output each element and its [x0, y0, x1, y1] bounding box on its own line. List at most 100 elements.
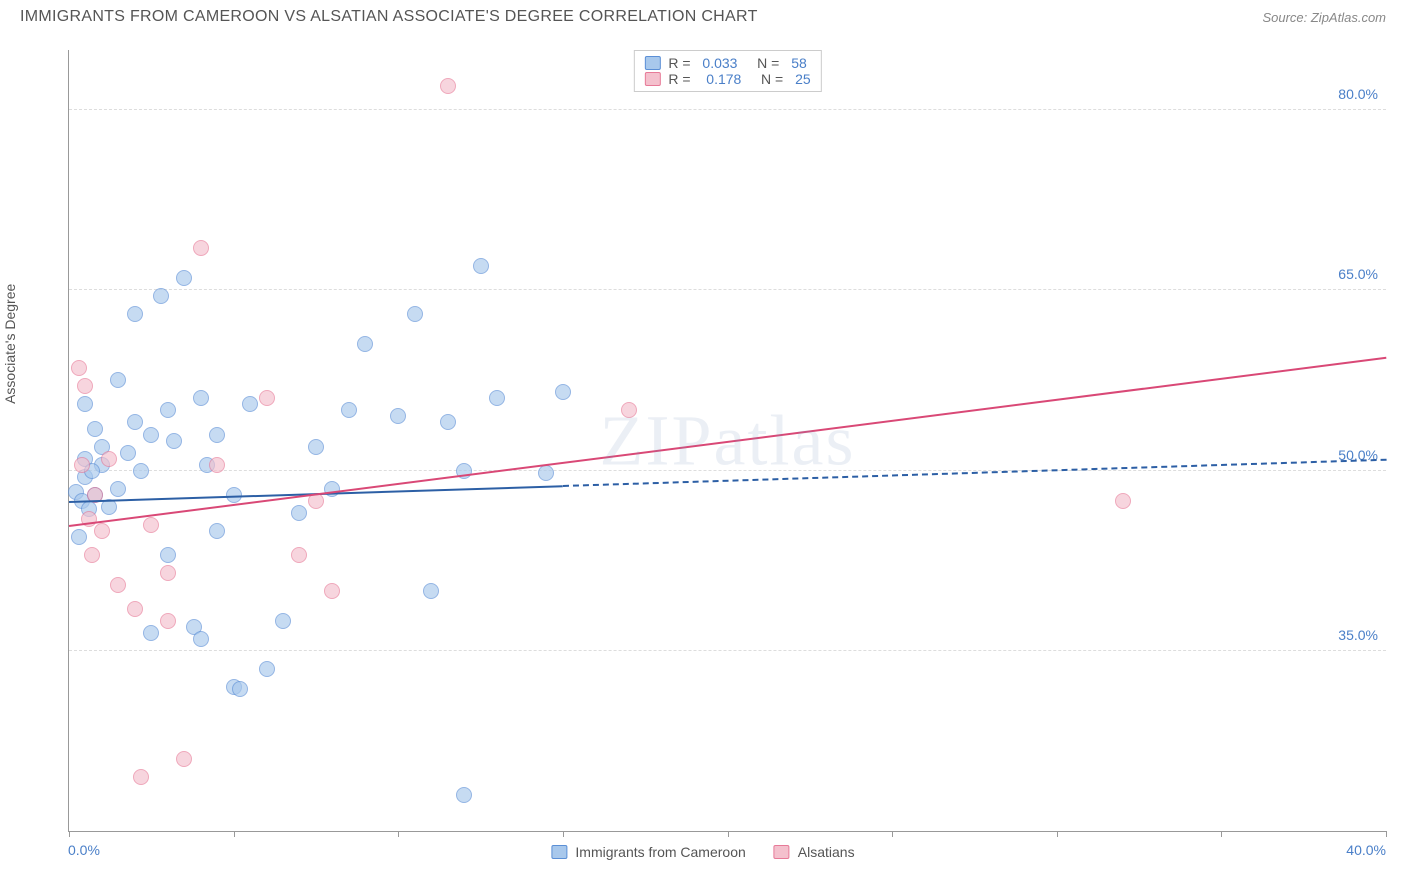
- data-point: [209, 457, 225, 473]
- legend-swatch-icon: [551, 845, 567, 859]
- data-point: [74, 457, 90, 473]
- data-point: [357, 336, 373, 352]
- trend-line: [69, 356, 1386, 526]
- legend-swatch-icon: [774, 845, 790, 859]
- legend-r-value: 0.033: [702, 55, 737, 71]
- data-point: [71, 360, 87, 376]
- data-point: [127, 601, 143, 617]
- data-point: [341, 402, 357, 418]
- x-tick: [892, 831, 893, 837]
- data-point: [127, 414, 143, 430]
- legend-r-label: R =: [668, 55, 694, 71]
- data-point: [555, 384, 571, 400]
- legend-n-value: 25: [795, 71, 811, 87]
- data-point: [87, 421, 103, 437]
- data-point: [407, 306, 423, 322]
- legend-row: R = 0.033 N = 58: [644, 55, 810, 71]
- x-tick: [234, 831, 235, 837]
- data-point: [166, 433, 182, 449]
- data-point: [120, 445, 136, 461]
- data-point: [390, 408, 406, 424]
- gridline: [69, 470, 1386, 471]
- chart-title: IMMIGRANTS FROM CAMEROON VS ALSATIAN ASS…: [20, 8, 758, 26]
- data-point: [160, 565, 176, 581]
- series-legend: Immigrants from Cameroon Alsatians: [551, 844, 854, 860]
- legend-n-value: 58: [791, 55, 807, 71]
- data-point: [291, 547, 307, 563]
- data-point: [176, 751, 192, 767]
- data-point: [275, 613, 291, 629]
- data-point: [489, 390, 505, 406]
- data-point: [209, 427, 225, 443]
- data-point: [84, 547, 100, 563]
- legend-series-label: Immigrants from Cameroon: [575, 844, 745, 860]
- legend-r-label: R =: [668, 71, 698, 87]
- data-point: [324, 583, 340, 599]
- data-point: [101, 451, 117, 467]
- x-axis-max-label: 40.0%: [1346, 842, 1386, 858]
- plot-region: ZIPatlas R = 0.033 N = 58 R = 0.178 N = …: [68, 50, 1386, 832]
- x-tick: [1057, 831, 1058, 837]
- data-point: [110, 577, 126, 593]
- data-point: [259, 661, 275, 677]
- data-point: [110, 372, 126, 388]
- data-point: [423, 583, 439, 599]
- data-point: [160, 613, 176, 629]
- source-label: Source: ZipAtlas.com: [1262, 10, 1386, 25]
- gridline: [69, 109, 1386, 110]
- data-point: [440, 414, 456, 430]
- data-point: [193, 240, 209, 256]
- data-point: [71, 529, 87, 545]
- gridline: [69, 289, 1386, 290]
- y-axis-label: Associate's Degree: [2, 284, 18, 404]
- data-point: [259, 390, 275, 406]
- data-point: [538, 465, 554, 481]
- data-point: [1115, 493, 1131, 509]
- data-point: [160, 402, 176, 418]
- y-tick-label: 80.0%: [1338, 86, 1378, 102]
- legend-n-label: N =: [745, 55, 783, 71]
- data-point: [456, 787, 472, 803]
- data-point: [291, 505, 307, 521]
- x-tick: [398, 831, 399, 837]
- data-point: [143, 625, 159, 641]
- y-tick-label: 65.0%: [1338, 266, 1378, 282]
- data-point: [209, 523, 225, 539]
- gridline: [69, 650, 1386, 651]
- data-point: [308, 439, 324, 455]
- legend-swatch-icon: [644, 56, 660, 70]
- legend-row: R = 0.178 N = 25: [644, 71, 810, 87]
- x-tick: [728, 831, 729, 837]
- data-point: [242, 396, 258, 412]
- data-point: [77, 396, 93, 412]
- trend-line: [563, 459, 1386, 487]
- correlation-legend: R = 0.033 N = 58 R = 0.178 N = 25: [633, 50, 821, 92]
- x-tick: [1386, 831, 1387, 837]
- data-point: [143, 427, 159, 443]
- legend-r-value: 0.178: [706, 71, 741, 87]
- y-tick-label: 35.0%: [1338, 627, 1378, 643]
- data-point: [160, 547, 176, 563]
- legend-item: Alsatians: [774, 844, 855, 860]
- chart-area: Associate's Degree ZIPatlas R = 0.033 N …: [20, 40, 1386, 872]
- data-point: [193, 631, 209, 647]
- data-point: [94, 523, 110, 539]
- x-tick: [1221, 831, 1222, 837]
- data-point: [143, 517, 159, 533]
- data-point: [193, 390, 209, 406]
- legend-series-label: Alsatians: [798, 844, 855, 860]
- x-tick: [563, 831, 564, 837]
- x-tick: [69, 831, 70, 837]
- data-point: [133, 769, 149, 785]
- data-point: [133, 463, 149, 479]
- legend-swatch-icon: [644, 72, 660, 86]
- data-point: [127, 306, 143, 322]
- legend-item: Immigrants from Cameroon: [551, 844, 745, 860]
- data-point: [110, 481, 126, 497]
- x-axis-min-label: 0.0%: [68, 842, 100, 858]
- data-point: [473, 258, 489, 274]
- data-point: [232, 681, 248, 697]
- data-point: [153, 288, 169, 304]
- data-point: [176, 270, 192, 286]
- legend-n-label: N =: [749, 71, 787, 87]
